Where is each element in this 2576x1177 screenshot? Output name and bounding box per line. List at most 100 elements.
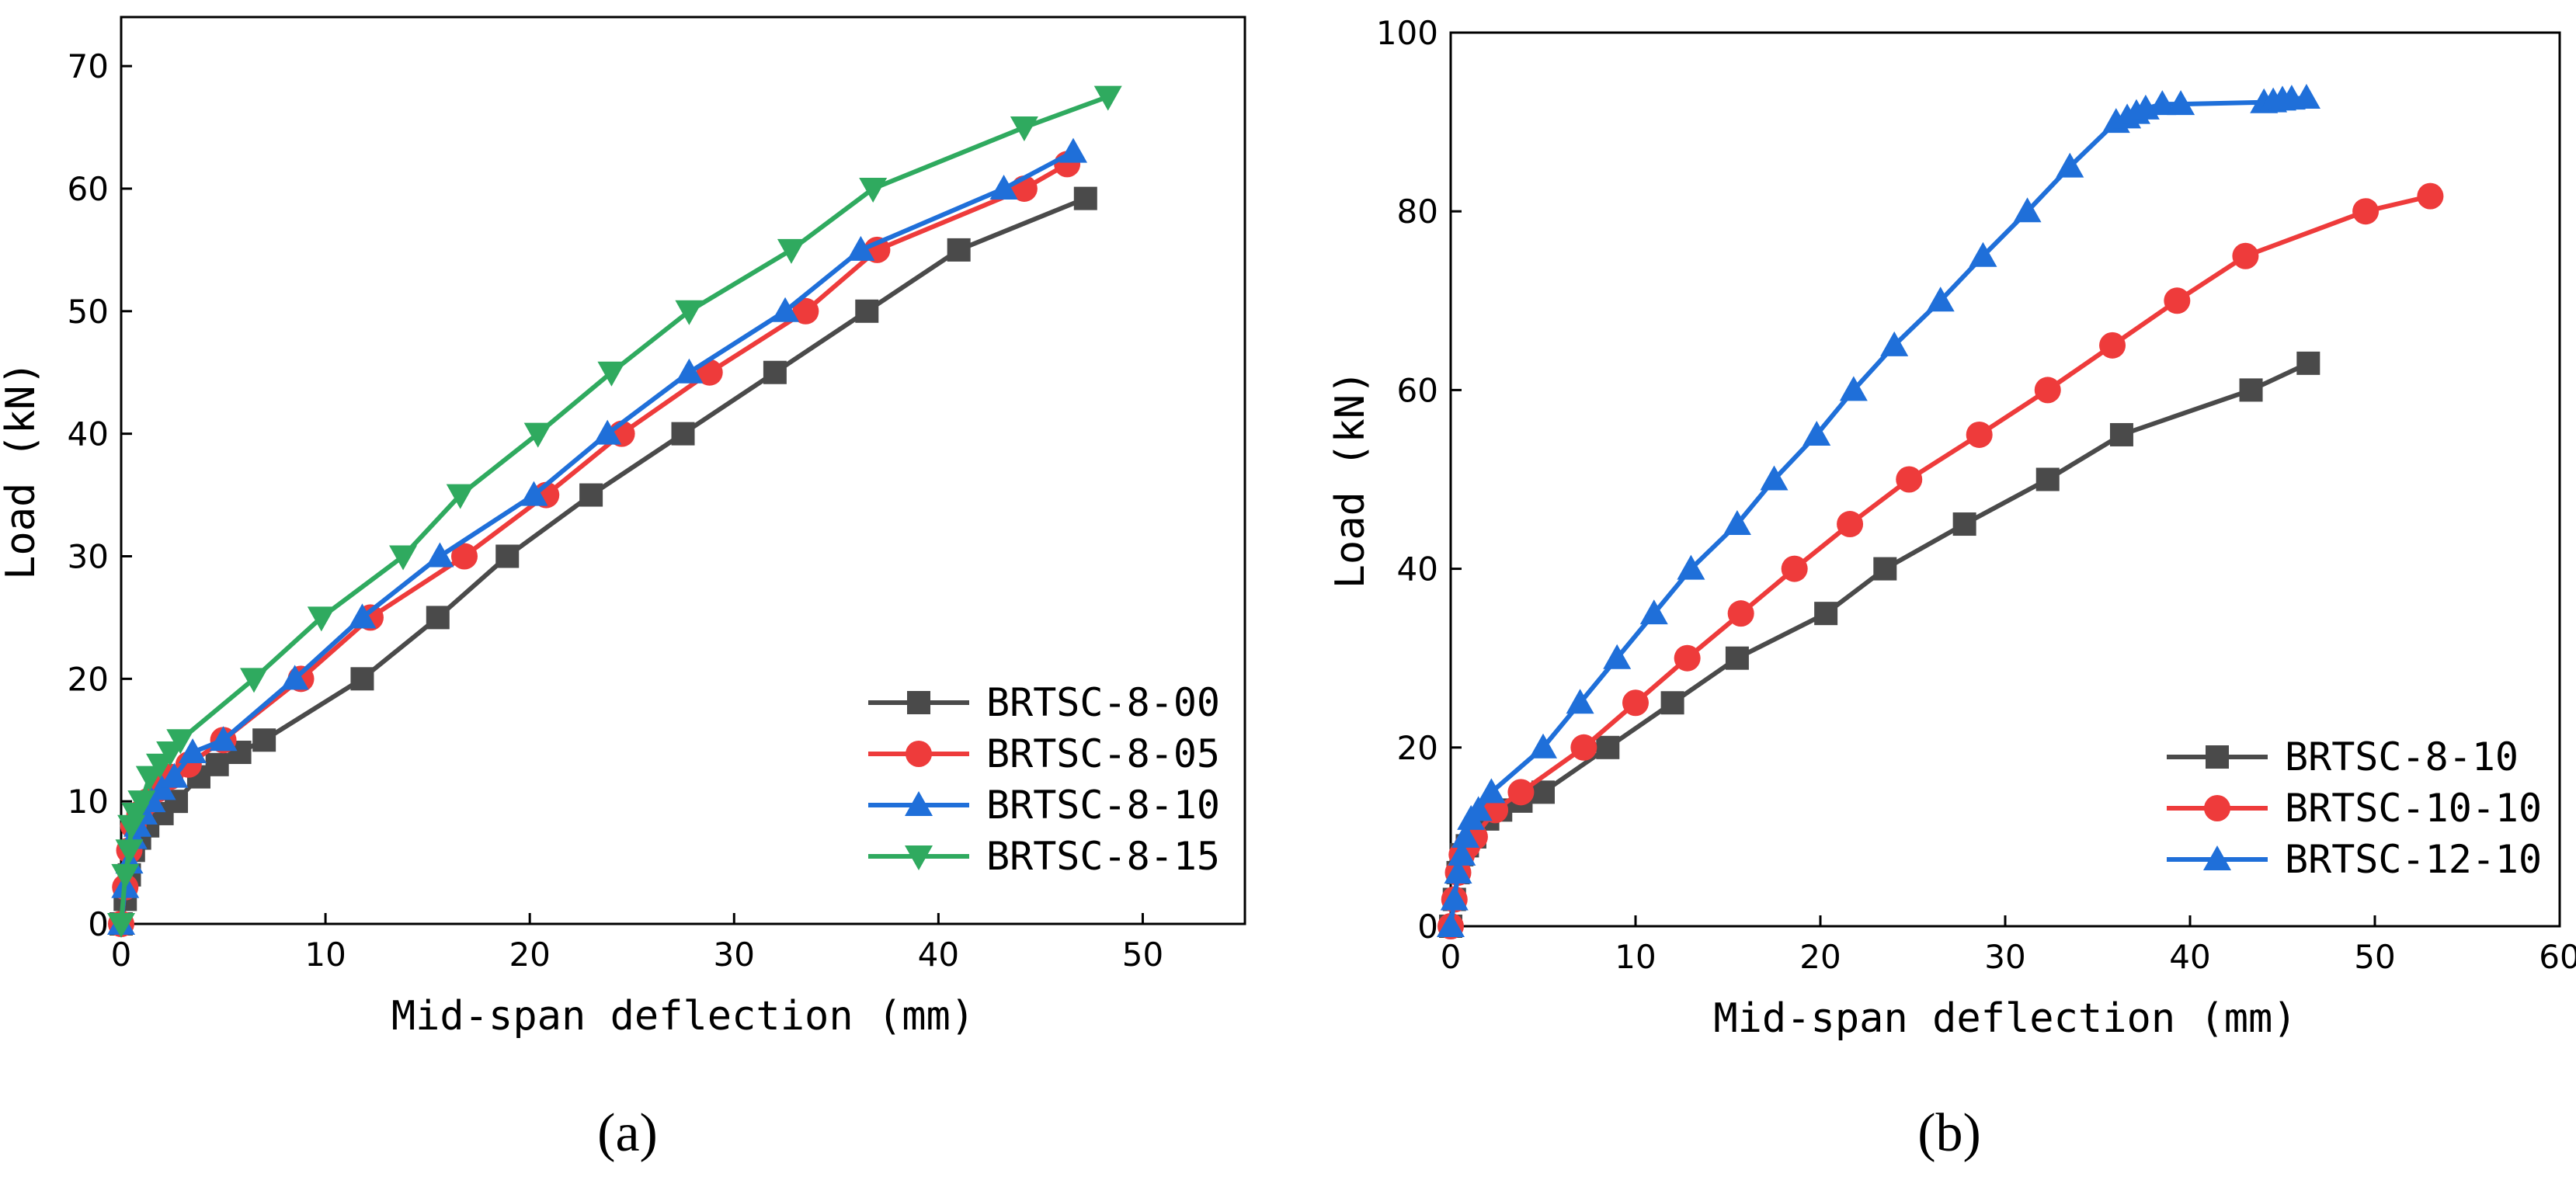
data-point: [2148, 90, 2177, 116]
x-tick-label: 20: [509, 936, 550, 974]
data-point: [1448, 840, 1476, 866]
legend-entry: BRTSC-8-10: [868, 783, 1220, 828]
legend-marker: [2203, 845, 2231, 870]
x-tick-label: 60: [2539, 938, 2576, 976]
panel-b: 0 10 20 30 40 50 60 0 20 40 60 80 100 Mid-span deflec…: [1327, 14, 2576, 1163]
y-tick-label: 10: [68, 783, 109, 821]
data-point: [2164, 287, 2191, 314]
series-BRTSC-8-10: [1439, 351, 2320, 938]
y-tick-label: 40: [68, 415, 109, 453]
y-tick-label: 40: [1397, 550, 1438, 588]
data-point: [1639, 599, 1668, 625]
data-point: [2013, 197, 2042, 223]
data-point: [771, 297, 800, 322]
data-point: [1529, 733, 1557, 759]
y-tick-label: 20: [1397, 729, 1438, 767]
data-point: [2232, 242, 2259, 269]
data-point: [2417, 182, 2444, 210]
data-point: [1674, 644, 1701, 672]
data-point: [446, 484, 475, 509]
data-point: [1952, 512, 1976, 536]
x-axis-title: Mid-span deflection (mm): [391, 993, 975, 1040]
series-line: [119, 94, 1109, 925]
y-tick-label: 30: [68, 537, 109, 575]
data-point: [111, 863, 140, 889]
data-point: [209, 726, 238, 752]
series-line: [1448, 95, 2307, 927]
data-point: [1725, 646, 1749, 670]
legend-label: BRTSC-8-10: [2285, 734, 2519, 779]
data-point: [846, 235, 875, 261]
legend-marker: [906, 741, 932, 767]
data-point: [166, 729, 195, 755]
data-point: [160, 762, 189, 788]
data-point: [2167, 90, 2195, 116]
data-point: [2099, 332, 2126, 359]
data-point: [1622, 689, 1649, 717]
panel-a: 0 10 20 30 40 50 0 10 20 30 40 50 60 70 Mid-span defle…: [0, 16, 1246, 1163]
legend-entry: BRTSC-8-00: [868, 680, 1220, 725]
data-point: [2056, 152, 2084, 178]
data-point: [426, 606, 450, 630]
data-point: [307, 606, 335, 632]
data-point: [1010, 116, 1038, 142]
plot-frame: [120, 16, 1246, 925]
legend-marker: [2206, 745, 2229, 769]
data-point: [389, 545, 418, 571]
x-tick-label: 10: [304, 936, 346, 974]
y-axis-title: Load (kN): [0, 361, 44, 580]
y-tick-label: 20: [68, 660, 109, 698]
data-point: [1464, 796, 1493, 821]
legend-entry: BRTSC-10-10: [2167, 786, 2542, 831]
data-point: [1896, 466, 1923, 493]
data-point: [350, 667, 374, 691]
legend-marker: [2204, 795, 2230, 821]
data-point: [593, 419, 622, 445]
data-point: [1073, 186, 1097, 210]
data-point: [859, 177, 888, 203]
data-point: [127, 790, 156, 816]
data-point: [1837, 511, 1864, 538]
data-point: [1966, 421, 1993, 448]
data-point: [2109, 422, 2133, 446]
data-point: [495, 544, 520, 568]
y-tick-label: 60: [1397, 371, 1438, 409]
data-point: [280, 665, 309, 690]
x-tick-label: 0: [111, 936, 132, 974]
x-tick-label: 20: [1799, 938, 1841, 976]
data-point: [2034, 377, 2061, 404]
data-point: [1437, 912, 1465, 937]
y-tick-label: 50: [68, 293, 109, 331]
series-BRTSC-8-15: [107, 85, 1122, 938]
data-point: [205, 752, 229, 776]
series-BRTSC-12-10: [1437, 84, 2320, 937]
data-point: [1440, 885, 1469, 911]
data-point: [1059, 137, 1088, 163]
data-point: [1873, 557, 1897, 581]
data-point: [675, 358, 704, 384]
data-point: [989, 174, 1018, 200]
x-tick-label: 40: [2169, 938, 2210, 976]
legend-entry: BRTSC-8-10: [2167, 734, 2519, 779]
x-tick-label: 50: [1122, 936, 1163, 974]
data-point: [179, 738, 207, 764]
data-point: [1926, 286, 1955, 312]
series-line: [119, 196, 1086, 925]
data-point: [1660, 691, 1684, 715]
data-point: [671, 422, 695, 446]
data-point: [792, 297, 819, 325]
series-BRTSC-8-00: [110, 186, 1097, 936]
data-point: [1839, 376, 1868, 401]
legend-label: BRTSC-10-10: [2285, 786, 2542, 831]
data-point: [1570, 734, 1597, 761]
legend-marker: [907, 691, 930, 714]
data-point: [1093, 85, 1122, 111]
data-point: [597, 361, 626, 387]
data-point: [1507, 779, 1535, 806]
x-tick-label: 10: [1615, 938, 1656, 976]
data-point: [107, 913, 135, 938]
data-point: [763, 360, 787, 384]
legend-label: BRTSC-8-00: [986, 680, 1220, 725]
x-tick-label: 0: [1441, 938, 1462, 976]
data-point: [252, 728, 276, 752]
